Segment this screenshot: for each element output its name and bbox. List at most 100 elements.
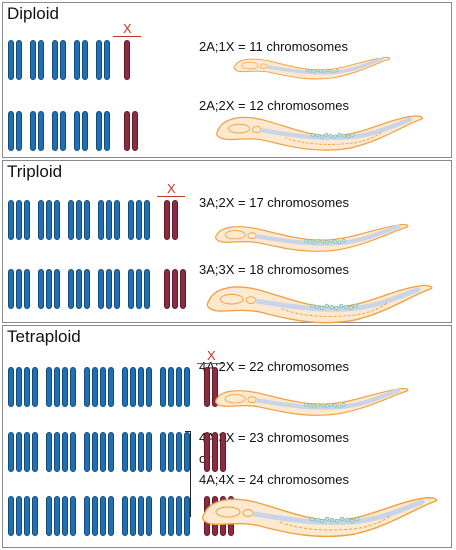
autosome-chromosome [184, 367, 190, 407]
autosome-chromosome [136, 269, 142, 309]
autosome-chromosome [130, 432, 136, 472]
autosome-chromosome [92, 367, 98, 407]
autosome-chromosome [60, 111, 66, 151]
autosome-chromosome [100, 367, 106, 407]
x-marker: X [167, 181, 176, 196]
x-chromosome [172, 269, 178, 309]
autosome-chromosome [76, 200, 82, 240]
autosome-chromosome [54, 367, 60, 407]
autosome-chromosome [30, 111, 36, 151]
autosome-chromosome [82, 40, 88, 80]
autosome-chromosome [160, 496, 166, 536]
autosome-chromosome [146, 432, 152, 472]
autosome-chromosome [38, 269, 44, 309]
autosome-chromosome [104, 40, 110, 80]
autosome-chromosome [176, 432, 182, 472]
autosome-chromosome [108, 367, 114, 407]
autosome-chromosome [68, 200, 74, 240]
x-chromosome [220, 432, 226, 472]
autosome-chromosome [160, 367, 166, 407]
autosome-chromosome [8, 111, 14, 151]
autosome-chromosome [128, 269, 134, 309]
autosome-chromosome [122, 367, 128, 407]
autosome-chromosome [168, 432, 174, 472]
autosome-chromosome [92, 432, 98, 472]
autosome-chromosome [52, 111, 58, 151]
autosome-chromosome [32, 367, 38, 407]
autosome-chromosome [82, 111, 88, 151]
x-chromosome [204, 367, 210, 407]
autosome-chromosome [8, 432, 14, 472]
autosome-chromosome [144, 200, 150, 240]
autosome-chromosome [46, 496, 52, 536]
autosome-chromosome [146, 367, 152, 407]
autosome-chromosome [100, 496, 106, 536]
autosome-chromosome [84, 269, 90, 309]
combined-label-line2: 4A;4X = 24 chromosomes [199, 472, 349, 487]
autosome-chromosome [46, 200, 52, 240]
autosome-chromosome [38, 111, 44, 151]
autosome-chromosome [84, 200, 90, 240]
row-label: 2A;2X = 12 chromosomes [199, 98, 349, 113]
panel-title: Diploid [7, 4, 59, 23]
x-marker-line [157, 196, 185, 197]
autosome-chromosome [98, 269, 104, 309]
autosome-chromosome [46, 269, 52, 309]
autosome-chromosome [70, 496, 76, 536]
autosome-chromosome [106, 200, 112, 240]
worm-illustration [215, 223, 409, 252]
autosome-chromosome [60, 40, 66, 80]
x-chromosome [180, 269, 186, 309]
autosome-chromosome [184, 432, 190, 472]
autosome-chromosome [100, 432, 106, 472]
autosome-chromosome [8, 269, 14, 309]
autosome-chromosome [38, 200, 44, 240]
worm-illustration [216, 115, 424, 151]
x-chromosome [124, 40, 130, 80]
autosome-chromosome [144, 269, 150, 309]
autosome-chromosome [16, 111, 22, 151]
autosome-chromosome [138, 367, 144, 407]
autosome-chromosome [54, 496, 60, 536]
row-label: 3A;2X = 17 chromosomes [199, 195, 349, 210]
autosome-chromosome [52, 40, 58, 80]
autosome-chromosome [16, 367, 22, 407]
autosome-chromosome [106, 269, 112, 309]
autosome-chromosome [98, 200, 104, 240]
autosome-chromosome [8, 40, 14, 80]
autosome-chromosome [46, 432, 52, 472]
autosome-chromosome [122, 496, 128, 536]
worm-illustration [206, 284, 433, 324]
autosome-chromosome [24, 200, 30, 240]
autosome-chromosome [104, 111, 110, 151]
autosome-chromosome [84, 432, 90, 472]
worm-illustration [233, 56, 391, 80]
autosome-chromosome [108, 496, 114, 536]
autosome-chromosome [74, 111, 80, 151]
worm-illustration [215, 387, 409, 416]
autosome-chromosome [54, 432, 60, 472]
autosome-chromosome [96, 40, 102, 80]
autosome-chromosome [24, 432, 30, 472]
autosome-chromosome [16, 40, 22, 80]
autosome-chromosome [96, 111, 102, 151]
autosome-chromosome [130, 367, 136, 407]
autosome-chromosome [32, 496, 38, 536]
autosome-chromosome [70, 432, 76, 472]
autosome-chromosome [16, 496, 22, 536]
autosome-chromosome [130, 496, 136, 536]
autosome-chromosome [62, 367, 68, 407]
autosome-chromosome [160, 432, 166, 472]
autosome-chromosome [8, 367, 14, 407]
autosome-chromosome [76, 269, 82, 309]
autosome-chromosome [70, 367, 76, 407]
autosome-chromosome [136, 200, 142, 240]
autosome-chromosome [62, 432, 68, 472]
autosome-chromosome [114, 269, 120, 309]
autosome-chromosome [168, 367, 174, 407]
autosome-chromosome [108, 432, 114, 472]
autosome-chromosome [38, 40, 44, 80]
row-label: 2A;1X = 11 chromosomes [199, 39, 348, 54]
x-chromosome [132, 111, 138, 151]
x-chromosome [124, 111, 130, 151]
